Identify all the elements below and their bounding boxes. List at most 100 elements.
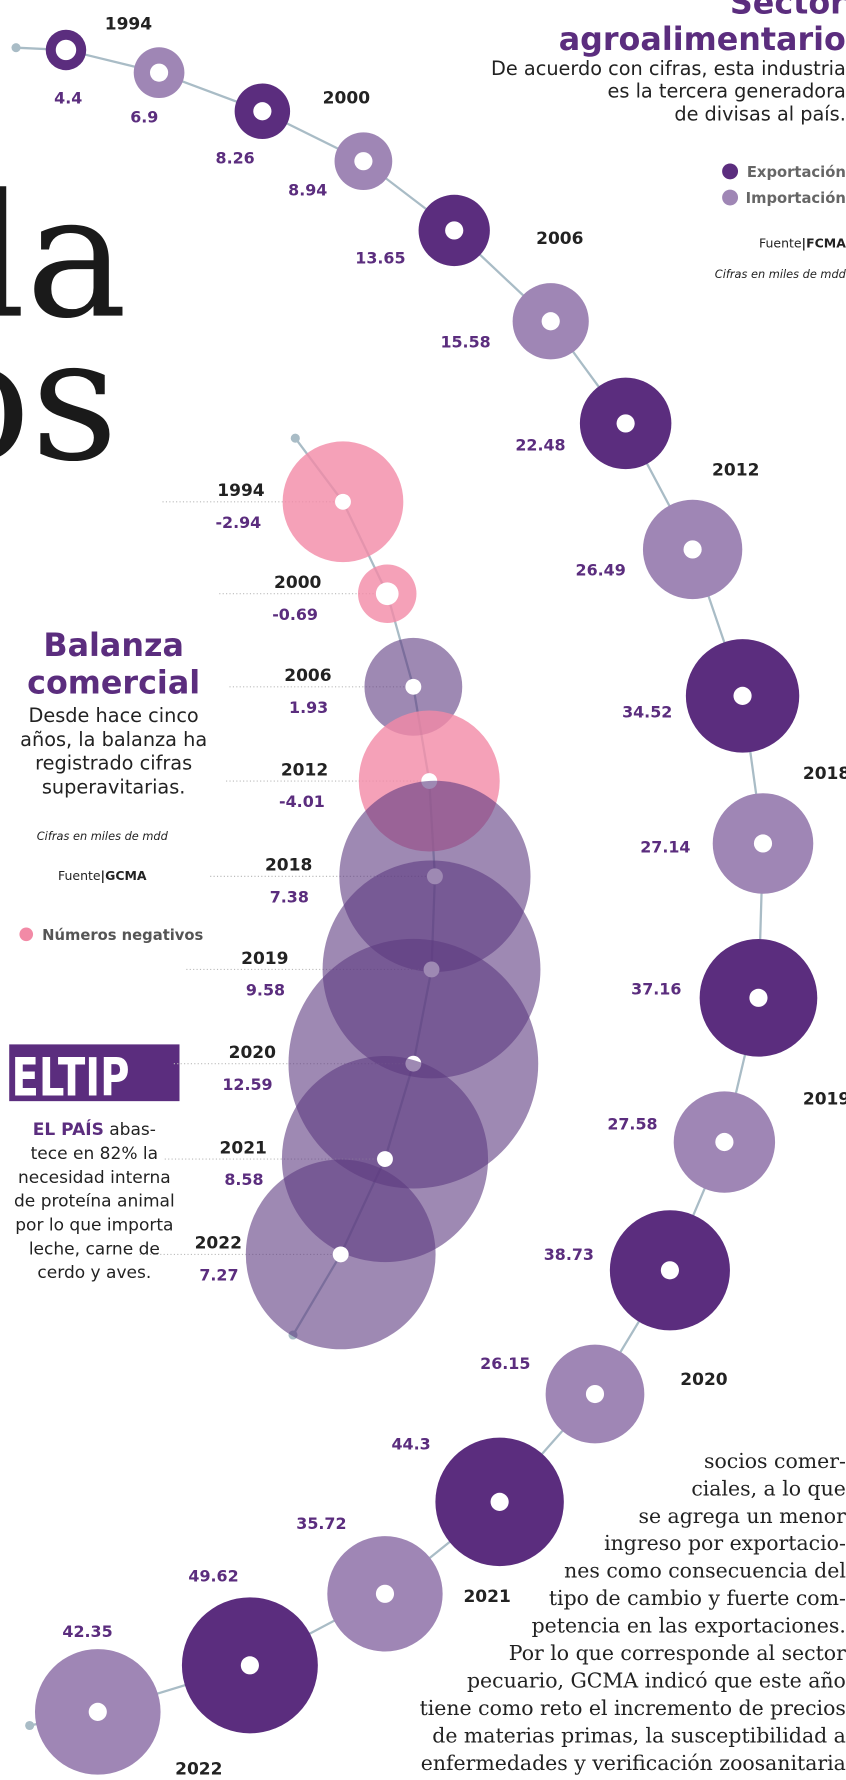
import-label: 26.15 — [480, 1354, 530, 1373]
center-dot — [240, 1656, 259, 1675]
center-dot — [753, 834, 773, 853]
center-dot — [375, 582, 399, 606]
export-label: 49.62 — [188, 1566, 238, 1585]
tip-title: ELTIP — [11, 1048, 129, 1108]
tip-box — [9, 1044, 180, 1102]
balanza-text: superavitarias. — [42, 776, 186, 799]
article-line: tipo de cambio y fuerte com- — [549, 1586, 846, 1610]
year-label: 1994 — [217, 481, 265, 501]
year-label: 2000 — [323, 88, 371, 108]
center-dot — [332, 1246, 349, 1263]
legend-label: Exportación — [747, 164, 846, 181]
center-dot — [445, 221, 464, 240]
heading-line: os — [0, 302, 118, 500]
year-label: 2012 — [281, 760, 328, 780]
source-name: GCMA — [105, 868, 147, 883]
legend-swatch — [722, 189, 739, 206]
import-label: 42.35 — [62, 1622, 112, 1641]
balanza-text: registrado cifras — [35, 752, 192, 775]
sector-subtitle: es la tercera generadora — [608, 80, 846, 103]
endpoint — [11, 43, 21, 53]
value-label: 8.58 — [224, 1170, 263, 1189]
export-label: 13.65 — [355, 248, 405, 267]
tip-text: necesidad interna — [18, 1168, 171, 1188]
year-label: 2022 — [175, 1759, 222, 1779]
article-line: socios comer- — [704, 1449, 846, 1473]
legend-swatch — [722, 163, 739, 180]
year-label: 2022 — [195, 1234, 242, 1254]
import-label: 8.94 — [288, 180, 327, 199]
sector-title: agroalimentario — [559, 22, 846, 58]
tip-text: cerdo y aves. — [37, 1263, 151, 1283]
endpoint — [25, 1720, 35, 1731]
center-dot — [377, 1151, 393, 1167]
year-label: 2020 — [680, 1370, 728, 1390]
year-label: 2006 — [536, 229, 583, 249]
source-sep: | — [101, 868, 106, 883]
year-label: 2006 — [284, 666, 331, 686]
article-line: Por lo que corresponde al sector — [509, 1641, 846, 1665]
tip-line: abas- — [104, 1120, 156, 1140]
sector-subtitle: De acuerdo con cifras, esta industria — [491, 57, 846, 80]
tip-text: EL PAÍS abas- — [33, 1118, 156, 1140]
center-dot — [490, 1492, 509, 1511]
sector-title: Sector — [730, 0, 846, 22]
export-label: 8.26 — [216, 148, 255, 167]
year-label: 2018 — [265, 856, 312, 876]
import-label: 6.9 — [130, 108, 158, 127]
export-label: 37.16 — [631, 979, 681, 998]
year-label: 2018 — [803, 764, 846, 784]
tip-text: tece en 82% la — [31, 1144, 158, 1164]
article-line: petencia en las exportaciones. — [532, 1614, 846, 1638]
center-dot — [88, 1702, 107, 1721]
heading-line: ola — [0, 159, 127, 357]
value-label: 1.93 — [289, 698, 328, 717]
source-name: FCMA — [806, 235, 846, 250]
center-dot — [733, 686, 752, 705]
import-label: 15.58 — [440, 332, 490, 351]
center-dot — [683, 540, 702, 559]
year-label: 2012 — [712, 461, 759, 481]
tip-text: leche, carne de — [29, 1239, 160, 1259]
value-label: 12.59 — [222, 1075, 272, 1094]
legend-label: Números negativos — [42, 927, 203, 944]
import-label: 27.58 — [607, 1115, 657, 1134]
center-dot — [253, 102, 272, 121]
value-label: 7.27 — [199, 1266, 238, 1285]
source: Fuente|GCMA — [58, 868, 147, 883]
export-label: 34.52 — [622, 702, 672, 721]
legend-label: Importación — [746, 190, 846, 207]
value-label: -0.69 — [272, 605, 318, 624]
legend-swatch — [19, 927, 34, 942]
center-dot — [749, 988, 768, 1007]
center-dot — [541, 312, 560, 331]
center-dot — [354, 152, 373, 171]
center-dot — [55, 39, 77, 61]
center-dot — [375, 1584, 395, 1603]
balanza-title: Balanza — [43, 628, 184, 664]
article-line: pecuario, GCMA indicó que este año — [467, 1669, 846, 1693]
center-dot — [715, 1132, 734, 1152]
export-label: 44.3 — [391, 1435, 430, 1454]
note: Cifras en miles de mdd — [715, 267, 846, 281]
center-dot — [405, 678, 422, 695]
endpoint — [290, 433, 300, 443]
article-line: tiene como reto el incremento de precios — [420, 1696, 846, 1720]
balanza-title: comercial — [27, 666, 200, 702]
source-label: Fuente — [759, 235, 802, 250]
center-dot — [660, 1261, 679, 1280]
source: Fuente|FCMA — [759, 235, 846, 250]
tip-text: por lo que importa — [15, 1216, 173, 1236]
import-label: 26.49 — [576, 561, 626, 580]
import-label: 27.14 — [640, 838, 690, 857]
year-label: 2021 — [463, 1587, 510, 1607]
center-dot — [149, 63, 169, 82]
value-label: -2.94 — [215, 513, 261, 532]
article-line: nes como consecuencia del — [564, 1559, 846, 1583]
value-label: 9.58 — [246, 981, 285, 1000]
balanza-text: años, la balanza ha — [20, 728, 207, 751]
import-label: 35.72 — [296, 1514, 346, 1533]
value-label: 7.38 — [270, 887, 309, 906]
